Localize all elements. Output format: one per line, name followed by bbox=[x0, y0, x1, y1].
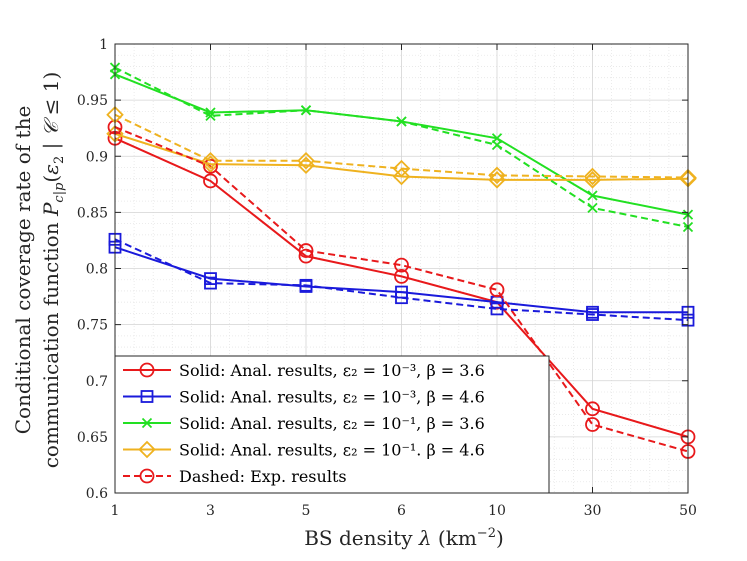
legend-label: Solid: Anal. results, ε₂ = 10⁻³, β = 4.6 bbox=[179, 388, 485, 407]
data-point-6-2 bbox=[300, 105, 312, 116]
legend-box bbox=[114, 355, 550, 494]
y-axis-label-line2: communication function Pc|p(ε2 | 𝒞 ≤ 1) bbox=[39, 72, 67, 469]
x-tick-label: 10 bbox=[488, 503, 506, 519]
data-point-7-5 bbox=[583, 167, 602, 186]
data-point-4-3 bbox=[394, 257, 409, 273]
data-point-7-3 bbox=[392, 159, 411, 178]
data-point-7-1 bbox=[201, 151, 220, 170]
data-point-3-5 bbox=[583, 171, 602, 189]
y-tick-label: 0.75 bbox=[77, 318, 108, 334]
legend-marker bbox=[138, 440, 156, 459]
x-tick-label: 50 bbox=[679, 503, 697, 519]
data-point-4-5 bbox=[585, 417, 600, 432]
legend-label: Solid: Anal. results, ε₂ = 10⁻³, β = 3.6 bbox=[179, 361, 485, 380]
y-tick-label: 0.7 bbox=[86, 374, 108, 390]
x-tick-label: 3 bbox=[206, 503, 215, 519]
legend-marker bbox=[141, 417, 153, 429]
data-point-2-5 bbox=[587, 190, 598, 201]
legend-label: Dashed: Exp. results bbox=[179, 467, 347, 486]
data-point-4-4 bbox=[489, 282, 505, 298]
data-point-6-3 bbox=[396, 116, 407, 127]
y-tick-label: 0.85 bbox=[77, 205, 108, 221]
legend-item-1: Solid: Anal. results, ε₂ = 10⁻³, β = 4.6 bbox=[123, 388, 485, 407]
y-tick-label: 0.6 bbox=[86, 486, 108, 502]
y-tick-label: 0.65 bbox=[77, 430, 108, 446]
data-point-0-1 bbox=[203, 173, 218, 189]
data-point-5-2 bbox=[299, 278, 313, 292]
y-tick-label: 0.9 bbox=[86, 149, 108, 165]
x-tick-label: 6 bbox=[397, 503, 406, 519]
data-point-5-5 bbox=[586, 308, 599, 321]
series-line-5 bbox=[114, 238, 689, 322]
legend-label: Solid: Anal. results, ε₂ = 10⁻¹, β = 3.6 bbox=[179, 414, 485, 433]
legend-item-2: Solid: Anal. results, ε₂ = 10⁻¹, β = 3.6 bbox=[123, 414, 485, 433]
legend: Solid: Anal. results, ε₂ = 10⁻³, β = 3.6… bbox=[114, 355, 550, 494]
data-point-6-4 bbox=[491, 139, 503, 151]
legend-item-4: Dashed: Exp. results bbox=[123, 467, 347, 486]
y-tick-label: 0.95 bbox=[77, 93, 108, 109]
data-point-5-4 bbox=[490, 302, 504, 316]
y-tick-label: 1 bbox=[99, 37, 108, 53]
data-point-7-4 bbox=[488, 166, 506, 185]
series-line-4 bbox=[114, 126, 689, 453]
data-point-0-5 bbox=[585, 401, 600, 417]
data-point-5-3 bbox=[395, 291, 408, 305]
y-tick-label: 0.8 bbox=[86, 262, 108, 278]
legend-marker bbox=[140, 390, 154, 403]
data-point-7-2 bbox=[297, 151, 315, 170]
legend-marker bbox=[139, 362, 155, 378]
data-point-0-2 bbox=[298, 248, 314, 264]
x-tick-label: 30 bbox=[584, 503, 602, 519]
legend-item-0: Solid: Anal. results, ε₂ = 10⁻³, β = 3.6 bbox=[123, 361, 485, 380]
series-6 bbox=[109, 62, 694, 233]
legend-marker bbox=[139, 468, 155, 484]
data-point-6-1 bbox=[205, 110, 216, 121]
x-tick-label: 1 bbox=[111, 503, 120, 519]
tick-labels: 1 3 5 6 10 30 50 0.6 0.65 0.7 0.75 0.8 0.85 0.9 0.95 1 bbox=[77, 37, 697, 519]
legend-label: Solid: Anal. results, ε₂ = 10⁻¹. β = 4.6 bbox=[179, 441, 485, 460]
data-point-6-5 bbox=[587, 202, 598, 214]
data-point-4-2 bbox=[298, 243, 314, 258]
data-point-5-1 bbox=[204, 276, 217, 290]
x-axis-label: BS density λ (km−2) bbox=[304, 526, 504, 550]
series-5 bbox=[108, 232, 695, 327]
y-axis-label-line1: Conditional coverage rate of the bbox=[11, 106, 35, 435]
data-point-0-3 bbox=[394, 268, 409, 284]
legend-item-3: Solid: Anal. results, ε₂ = 10⁻¹. β = 4.6 bbox=[123, 441, 485, 460]
x-tick-label: 5 bbox=[302, 503, 311, 519]
series-line-0 bbox=[114, 137, 689, 438]
data-point-3-3 bbox=[392, 167, 411, 186]
series-line-7 bbox=[114, 113, 689, 179]
